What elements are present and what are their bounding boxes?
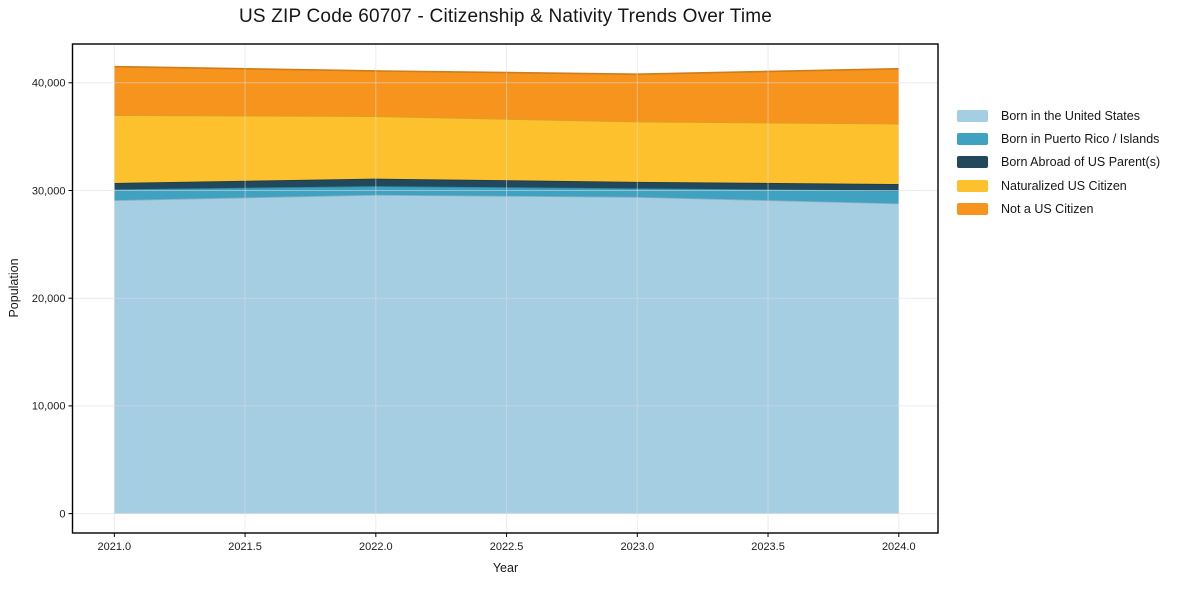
chart-title: US ZIP Code 60707 - Citizenship & Nativi… [238, 6, 773, 27]
y-tick-label: 20,000 [32, 293, 66, 305]
legend-item-not-a-us-citizen: Not a US Citizen [957, 198, 1160, 221]
x-tick-label: 2021.5 [228, 541, 262, 553]
legend-item-born-in-puerto-rico-islands: Born in Puerto Rico / Islands [957, 127, 1160, 150]
y-tick-label: 40,000 [32, 78, 66, 90]
x-tick-label: 2024.0 [882, 541, 916, 553]
legend-label-not-a-us-citizen: Not a US Citizen [1001, 202, 1094, 217]
legend-item-born-abroad-of-us-parent-s: Born Abroad of US Parent(s) [957, 151, 1160, 174]
legend-label-born-abroad-of-us-parent-s: Born Abroad of US Parent(s) [1001, 155, 1161, 170]
x-tick-label: 2023.0 [620, 541, 654, 553]
legend-swatch-not-a-us-citizen [957, 203, 988, 216]
y-tick-label: 0 [59, 508, 65, 520]
legend-item-naturalized-us-citizen: Naturalized US Citizen [957, 174, 1160, 197]
legend-swatch-born-in-puerto-rico-islands [957, 133, 988, 146]
x-tick-label: 2022.5 [490, 541, 524, 553]
legend: Born in the United States Born in Puerto … [957, 104, 1160, 221]
y-tick-label: 10,000 [32, 401, 66, 413]
plot-border [71, 43, 939, 534]
legend-item-born-in-the-united-states: Born in the United States [957, 104, 1160, 127]
y-tick-label: 30,000 [32, 185, 66, 197]
y-axis-label: Population [7, 258, 21, 318]
legend-label-born-in-puerto-rico-islands: Born in Puerto Rico / Islands [1001, 132, 1160, 147]
legend-swatch-born-abroad-of-us-parent-s [957, 156, 988, 169]
legend-label-naturalized-us-citizen: Naturalized US Citizen [1001, 178, 1127, 193]
legend-swatch-born-in-the-united-states [957, 109, 988, 122]
x-tick-label: 2022.0 [359, 541, 393, 553]
legend-swatch-naturalized-us-citizen [957, 179, 988, 192]
x-tick-label: 2023.5 [751, 541, 785, 553]
x-tick-label: 2021.0 [98, 541, 132, 553]
legend-label-born-in-the-united-states: Born in the United States [1001, 108, 1140, 123]
x-axis-label: Year [492, 561, 519, 575]
